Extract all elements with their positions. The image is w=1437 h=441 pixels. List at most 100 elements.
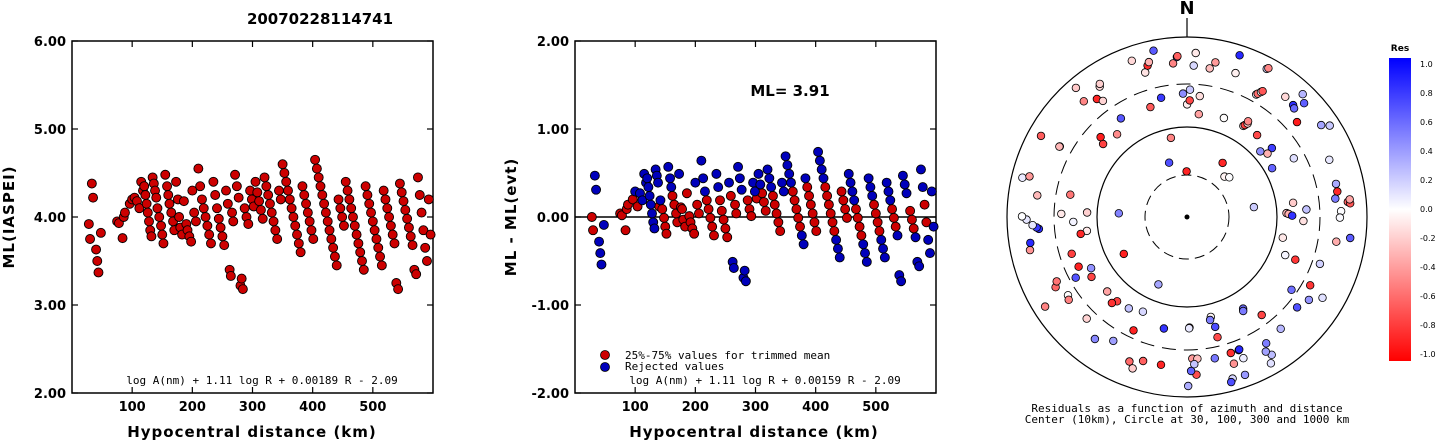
station-marker [1205,64,1214,73]
data-point [376,260,387,271]
data-point [591,184,602,195]
station-marker [1119,249,1128,259]
data-point [154,212,165,222]
data-point [425,229,436,240]
station-marker [1087,272,1096,282]
data-point [385,220,396,231]
data-point [760,205,771,216]
data-point [208,176,219,187]
data-point [905,205,916,216]
station-marker [1298,89,1307,99]
panel1-formula: log A(nm) + 1.11 log R + 0.00189 R - 2.0… [126,374,398,387]
data-point [302,207,313,218]
data-point [588,225,598,236]
data-point [879,252,890,263]
station-marker [1288,198,1298,207]
station-marker [1178,89,1188,98]
y-tick-label: 5.00 [34,123,66,138]
station-marker [1211,58,1220,67]
event-center [1184,214,1190,220]
station-marker [1129,326,1138,335]
data-point [885,195,896,206]
station-marker [1071,273,1080,282]
data-point [842,212,852,223]
data-point [784,168,795,179]
data-point [847,186,858,197]
data-point [141,198,152,209]
y-tick-label: -2.00 [532,387,569,402]
station-marker [1055,142,1064,151]
data-point [202,220,213,231]
data-point [317,190,328,200]
station-marker [1098,96,1108,106]
station-marker [1067,249,1076,258]
data-point [349,220,360,231]
data-point [95,227,106,238]
station-marker [1138,307,1148,316]
station-marker [1114,209,1123,218]
legend-marker-rejected [600,362,610,372]
station-marker [1249,202,1259,212]
data-point [851,204,861,215]
data-point [692,199,703,210]
colorbar-label: -0.2 [1420,234,1436,243]
station-marker [1144,57,1154,67]
station-marker [1325,121,1334,130]
data-point [275,194,286,205]
data-point [308,234,319,244]
colorbar-label: 0.6 [1420,118,1433,127]
station-marker [1299,98,1309,108]
data-point [353,238,364,249]
data-point [872,217,883,228]
data-point [786,177,796,188]
data-point [197,194,207,205]
station-marker [1194,109,1203,119]
station-marker [1156,360,1166,369]
data-point [746,211,757,222]
station-marker [1238,306,1248,316]
station-marker [1287,211,1297,220]
data-point [834,252,845,263]
data-point [796,230,807,241]
data-point [288,212,299,222]
station-marker [1332,237,1341,246]
data-point [705,212,716,223]
data-point [693,208,704,219]
azimuth-polar-plot: N Residuals as a function of azimuth and… [1006,0,1368,426]
data-point [883,186,894,197]
data-point [151,192,162,203]
data-point [677,204,688,215]
data-point [923,234,934,245]
data-point [666,182,677,193]
data-point [832,243,843,254]
data-point [259,172,270,183]
data-point [146,231,157,242]
panel2-y-label: ML - ML(evt) [502,158,520,276]
data-point [896,276,907,287]
y-tick-label: 1.00 [537,123,569,138]
station-marker [1109,336,1118,346]
data-point [134,203,145,214]
colorbar-label: -0.4 [1420,263,1436,272]
data-point [222,198,233,209]
y-tick-label: 2.00 [34,387,66,402]
data-point [782,160,793,171]
station-marker [1166,133,1176,143]
data-point [163,190,174,200]
data-point [174,212,185,222]
data-point [701,195,712,206]
station-marker [1318,293,1327,302]
data-point [393,284,404,295]
data-point [186,236,197,247]
data-point [809,217,820,228]
data-point [816,164,827,175]
data-point [890,221,901,232]
data-point [407,240,418,251]
station-marker [1345,233,1355,243]
data-point [807,208,818,219]
data-point [674,168,685,179]
data-point [212,203,222,214]
station-marker [1276,324,1285,333]
colorbar-label: 0.0 [1420,205,1433,214]
data-point [655,195,666,206]
